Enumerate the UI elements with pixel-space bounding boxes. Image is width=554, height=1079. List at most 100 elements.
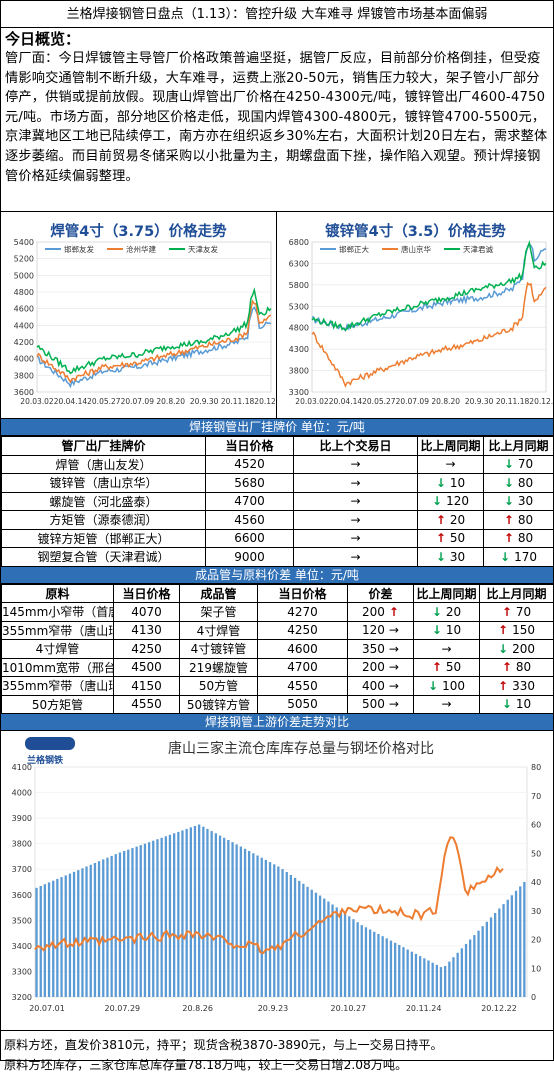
inventory-bar: [243, 848, 247, 997]
inventory-bar: [131, 848, 134, 997]
x-tick-label: 20.9.23: [258, 1004, 289, 1013]
inventory-bar: [506, 899, 509, 997]
week-change: ↓ 120: [417, 491, 484, 511]
today-price: 4700: [205, 491, 294, 511]
inventory-bar: [310, 889, 313, 997]
arrow-up-icon: ↑: [435, 531, 446, 546]
header-cell: 价差: [347, 583, 414, 603]
arrow-up-icon: ↑: [501, 660, 512, 675]
inventory-bar: [360, 925, 363, 997]
y-tick-label: 5800: [289, 281, 309, 290]
inventory-bar: [198, 824, 201, 997]
day-change: →: [293, 491, 418, 511]
inventory-bar: [289, 875, 292, 997]
arrow-right-icon: →: [441, 641, 452, 656]
arrow-right-icon: →: [388, 641, 399, 656]
price-line: [34, 836, 504, 955]
change-value: 80: [517, 475, 534, 490]
arrow-down-icon: ↓: [428, 678, 439, 693]
inventory-bar: [381, 936, 384, 997]
x-tick-label: 20.05.27: [362, 397, 396, 406]
inventory-bar: [277, 866, 280, 997]
week-change: ↓ 10: [413, 620, 480, 640]
change-value: 80: [517, 531, 534, 546]
logo-badge: [25, 737, 75, 750]
upstream-section-header: 焊接钢管上游价差走势对比: [1, 714, 553, 731]
raw-material: 355mm窄带（唐山瑞丰）: [1, 620, 114, 640]
week-change: ↑ 50: [413, 657, 480, 677]
change-value: 70: [515, 604, 532, 619]
inventory-bar: [477, 930, 480, 997]
galv-pipe-chart-svg: 6800 6300 5800 5300 4800 4300 3800 330020.03.02…: [289, 238, 554, 406]
inventory-bar: [385, 938, 388, 997]
inventory-bar: [218, 835, 222, 997]
y-left-tick-label: 3500: [12, 916, 32, 925]
inventory-bar: [239, 846, 242, 997]
arrow-down-icon: ↓: [503, 457, 514, 472]
x-tick-label: 20.11.18: [221, 397, 255, 406]
day-change: →: [293, 510, 418, 530]
day-change: →: [293, 454, 418, 474]
arrow-right-icon: →: [388, 697, 399, 712]
overview-section: 今日概览： 管厂面：今日焊镀管主导管厂价格政策普遍坚挺，据管厂反应，目前部分价格…: [1, 28, 553, 212]
x-tick-label: 20.07.09: [396, 397, 430, 406]
month-change: ↑ 330: [479, 676, 554, 696]
header-cell: 当日价格: [205, 436, 294, 456]
raw-price: 4070: [113, 602, 180, 622]
footer-line-1: 原料方坯，直发价3810元，持平；现货含税3870-3890元，与上一交易日持平…: [4, 1038, 443, 1052]
inventory-bar: [160, 837, 163, 997]
header-cell: 管厂出厂挂牌价: [1, 436, 206, 456]
inventory-bar: [293, 877, 297, 997]
logo-text: 兰格钢铁: [27, 754, 63, 766]
spread-table: 原料 当日价格 成品管 当日价格 价差 比上周同期 比上月同期 145mm小窄带…: [1, 583, 554, 715]
weld-pipe-chart-title: 焊管4寸（3.75）价格走势: [50, 224, 227, 240]
y-right-tick-label: 70: [531, 792, 541, 801]
inventory-bar: [97, 861, 101, 997]
inventory-bar: [435, 964, 438, 997]
today-price: 4520: [205, 454, 294, 474]
spread-section-header: 成品管与原料价差 单位：元/吨: [1, 566, 553, 584]
today-price: 5680: [205, 473, 294, 493]
inventory-bar: [206, 828, 209, 997]
legend-label: 邯郸正大: [339, 244, 369, 254]
today-price: 6600: [205, 528, 294, 548]
inventory-bar: [498, 908, 501, 997]
table-row: 镀锌方矩管（邯郸正大） 6600 → ↑ 50 ↑ 80: [1, 528, 554, 548]
arrow-right-icon: →: [388, 660, 399, 675]
y-right-tick-label: 0: [531, 993, 536, 1002]
inventory-bar: [181, 830, 184, 997]
inventory-bar: [260, 857, 263, 997]
day-change: →: [293, 528, 418, 548]
inventory-bar: [323, 898, 326, 997]
change-value: 30: [517, 494, 534, 509]
arrow-down-icon: ↓: [435, 549, 446, 564]
inventory-bar: [43, 884, 46, 997]
month-change: ↓ 70: [483, 454, 554, 474]
inventory-bar: [106, 857, 109, 997]
inventory-bar: [318, 895, 322, 997]
inventory-bar: [223, 837, 226, 997]
x-tick-label: 20.9.30: [190, 397, 219, 406]
inventory-bar: [268, 862, 272, 997]
change-value: 330: [512, 678, 535, 693]
inventory-bar: [444, 966, 447, 997]
change-value: 10: [449, 475, 466, 490]
inventory-bar: [494, 913, 497, 997]
change-value: 20: [449, 512, 466, 527]
x-tick-label: 20.07.29: [105, 1004, 141, 1013]
header-cell: 当日价格: [257, 583, 348, 603]
inventory-bar: [519, 886, 522, 997]
plot-area: [34, 766, 528, 998]
inventory-bar: [389, 940, 393, 997]
inventory-bar: [35, 887, 38, 998]
footer-line-2: 原料方坯库存，三家仓库总库存量78.18万吨，较上一交易日增2.08万吨。: [4, 1058, 408, 1072]
raw-material: 50方矩管: [1, 694, 114, 714]
product-name: 方矩管（源泰德润）: [1, 510, 206, 530]
arrow-up-icon: ↑: [501, 604, 512, 619]
spread-value: 350 →: [347, 639, 414, 659]
legend-label: 天津友发: [188, 244, 218, 254]
arrow-right-icon: →: [350, 549, 361, 564]
week-change: ↑ 20: [417, 510, 484, 530]
